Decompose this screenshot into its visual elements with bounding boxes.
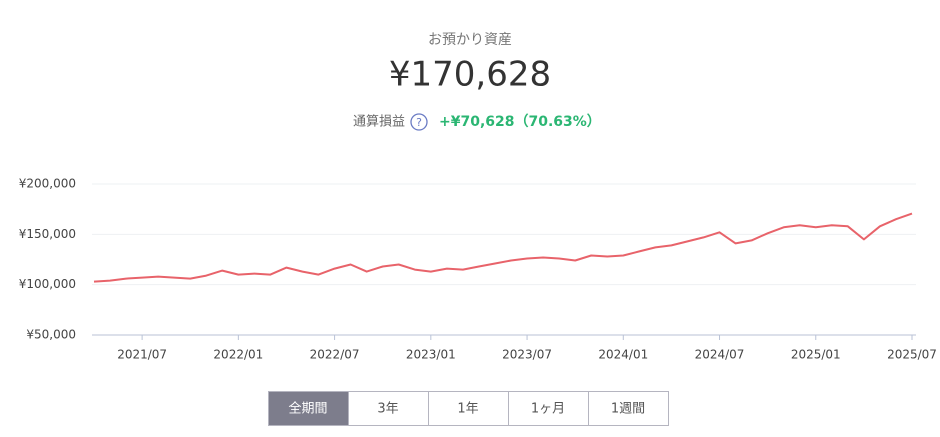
period-button[interactable] [428, 391, 509, 426]
x-tick-label: 2023/07 [502, 348, 552, 362]
y-tick-label: ¥150,000 [19, 227, 76, 241]
period-button[interactable] [508, 391, 589, 426]
period-button-label[interactable]: 3年 [377, 402, 398, 417]
x-tick-label: 2024/07 [695, 348, 745, 362]
period-button-label[interactable]: 全期間 [288, 401, 327, 417]
profit-value: +¥70,628（70.63%） [439, 114, 601, 130]
period-button-label[interactable]: 1年 [457, 402, 478, 417]
period-button[interactable] [588, 391, 669, 426]
period-button[interactable] [268, 391, 349, 426]
x-tick-label: 2025/07 [887, 348, 937, 362]
y-tick-label: ¥50,000 [26, 328, 76, 342]
x-tick-label: 2023/01 [406, 348, 456, 362]
y-tick-label: ¥100,000 [19, 277, 76, 291]
asset-amount: ¥170,628 [389, 55, 551, 95]
help-icon[interactable] [410, 113, 428, 131]
asset-title: お預かり資産 [428, 32, 512, 48]
x-tick-label: 2022/01 [213, 348, 263, 362]
chart: ¥50,000 ¥100,000 ¥150,000 ¥200,000 2021/07 20… [19, 177, 937, 362]
period-button-label[interactable]: 1週間 [611, 402, 645, 417]
y-tick-label: ¥200,000 [19, 177, 76, 191]
period-buttons: 全期間 3年 1年 1ヶ月 1週間 [268, 391, 669, 426]
x-tick-label: 2024/01 [598, 348, 648, 362]
profit-label: 通算損益 [353, 115, 405, 130]
line-series [93, 212, 913, 283]
period-button[interactable] [348, 391, 429, 426]
help-mark[interactable]: ? [416, 116, 422, 129]
x-tick-label: 2025/01 [791, 348, 841, 362]
x-tick-label: 2021/07 [117, 348, 167, 362]
period-button-label[interactable]: 1ヶ月 [531, 402, 565, 417]
x-tick-label: 2022/07 [310, 348, 360, 362]
